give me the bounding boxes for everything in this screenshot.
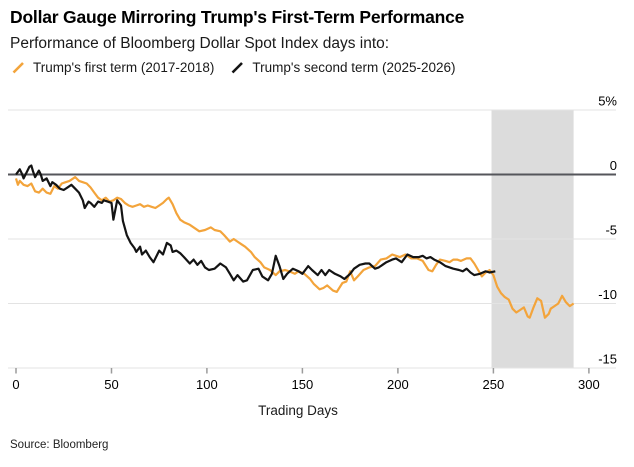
x-axis-title: Trading Days [258,403,338,418]
legend-item-first-term: Trump's first term (2017-2018) [11,60,214,75]
x-tick-label: 150 [292,377,314,392]
x-tick-label: 50 [104,377,118,392]
x-tick-label: 100 [196,377,218,392]
x-tick-label: 300 [578,377,600,392]
y-tick-label: -10 [598,287,617,302]
legend-slash-icon [12,61,24,73]
x-tick-label: 250 [483,377,505,392]
legend-slash-icon [231,61,244,73]
y-tick-label: 5% [598,94,617,109]
series-line-second-term [15,164,496,283]
x-tick-label: 200 [387,377,409,392]
chart-subtitle: Performance of Bloomberg Dollar Spot Ind… [10,35,390,52]
series-line-first-term [14,176,575,319]
y-tick-label: -5 [605,223,617,238]
y-tick-label: -15 [598,352,617,367]
legend-label: Trump's first term (2017-2018) [33,60,215,75]
x-tick-label: 0 [12,377,19,392]
y-tick-label: 0 [610,158,617,173]
legend-label: Trump's second term (2025-2026) [252,60,456,75]
source-note: Source: Bloomberg [10,439,109,451]
legend: Trump's first term (2017-2018) Trump's se… [11,60,472,75]
legend-item-second-term: Trump's second term (2025-2026) [230,60,456,75]
page-title: Dollar Gauge Mirroring Trump's First-Ter… [10,7,465,27]
